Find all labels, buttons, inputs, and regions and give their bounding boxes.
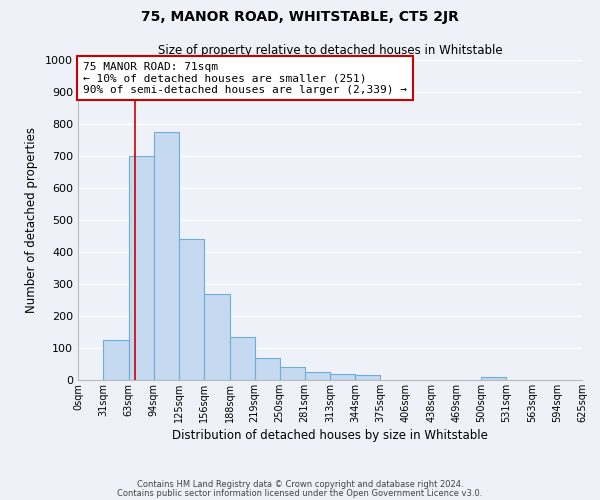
- Text: 75, MANOR ROAD, WHITSTABLE, CT5 2JR: 75, MANOR ROAD, WHITSTABLE, CT5 2JR: [141, 10, 459, 24]
- Bar: [154, 132, 179, 380]
- Bar: [280, 367, 305, 380]
- Y-axis label: Number of detached properties: Number of detached properties: [25, 127, 38, 313]
- Bar: [129, 156, 154, 380]
- X-axis label: Distribution of detached houses by size in Whitstable: Distribution of detached houses by size …: [172, 429, 488, 442]
- Bar: [331, 374, 355, 380]
- Bar: [305, 372, 331, 380]
- Bar: [481, 378, 506, 380]
- Bar: [204, 294, 230, 380]
- Bar: [179, 239, 204, 380]
- Title: Size of property relative to detached houses in Whitstable: Size of property relative to detached ho…: [158, 44, 502, 58]
- Bar: [355, 375, 380, 380]
- Text: Contains HM Land Registry data © Crown copyright and database right 2024.: Contains HM Land Registry data © Crown c…: [137, 480, 463, 489]
- Bar: [103, 340, 129, 380]
- Text: Contains public sector information licensed under the Open Government Licence v3: Contains public sector information licen…: [118, 488, 482, 498]
- Bar: [230, 337, 254, 380]
- Text: 75 MANOR ROAD: 71sqm
← 10% of detached houses are smaller (251)
90% of semi-deta: 75 MANOR ROAD: 71sqm ← 10% of detached h…: [83, 62, 407, 95]
- Bar: [254, 358, 280, 380]
